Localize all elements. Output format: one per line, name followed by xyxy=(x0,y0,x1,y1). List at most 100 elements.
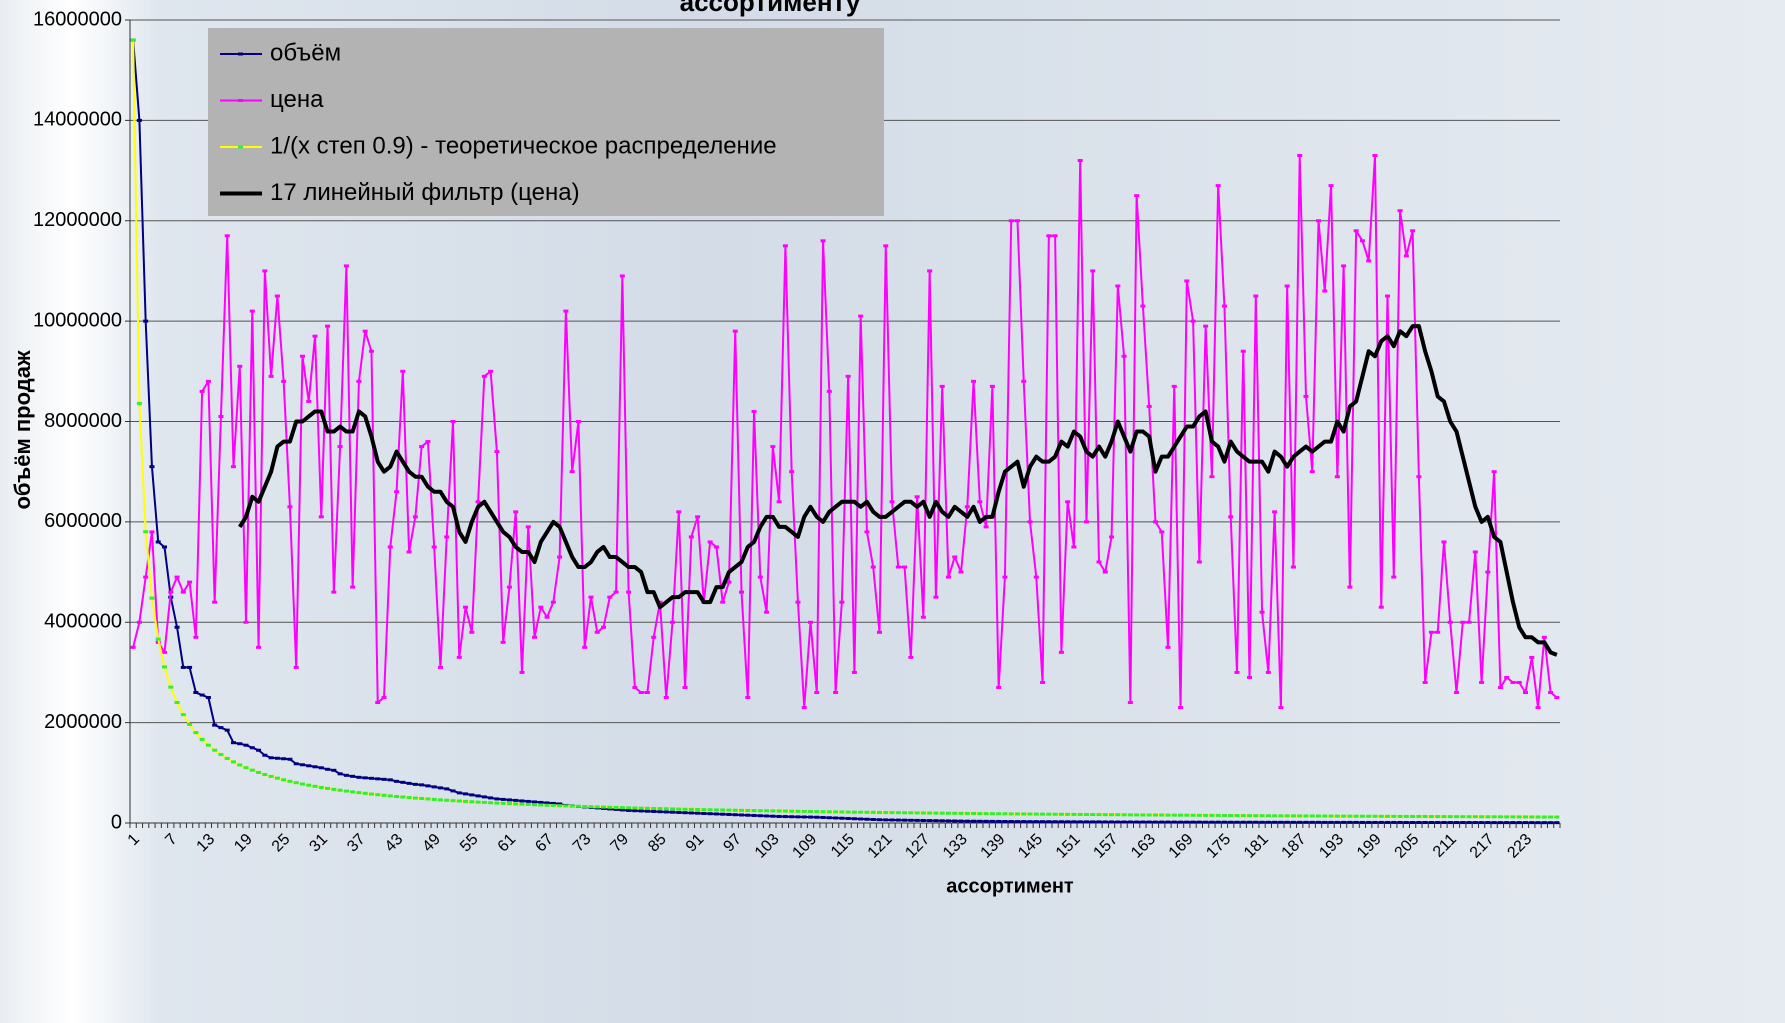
series-marker xyxy=(1033,575,1039,579)
y-tick-label: 10000000 xyxy=(33,309,122,331)
series-marker xyxy=(1203,324,1209,328)
series-marker xyxy=(739,590,745,594)
series-marker xyxy=(1159,813,1165,817)
series-marker xyxy=(1240,820,1246,824)
series-marker xyxy=(670,620,676,624)
series-marker xyxy=(1002,819,1008,823)
series-marker xyxy=(569,804,575,808)
x-tick-label: 205 xyxy=(1392,831,1423,862)
series-marker xyxy=(1152,813,1158,817)
series-marker xyxy=(532,803,538,807)
series-marker xyxy=(1422,815,1428,819)
series-marker xyxy=(1541,635,1547,639)
series-marker xyxy=(1284,820,1290,824)
series-marker xyxy=(375,793,381,797)
series-marker xyxy=(1454,821,1460,825)
series-marker xyxy=(1353,814,1359,818)
series-marker xyxy=(958,811,964,815)
series-marker xyxy=(488,801,494,805)
series-marker xyxy=(971,819,977,823)
series-marker xyxy=(444,798,450,802)
legend-label: объём xyxy=(270,39,341,66)
series-marker xyxy=(425,797,431,801)
series-marker xyxy=(1441,815,1447,819)
series-marker xyxy=(412,782,418,786)
series-marker xyxy=(350,790,356,794)
series-marker xyxy=(1372,820,1378,824)
series-marker xyxy=(1102,570,1108,574)
series-marker xyxy=(1278,706,1284,710)
series-marker xyxy=(1134,820,1140,824)
series-marker xyxy=(870,565,876,569)
series-marker xyxy=(1190,820,1196,824)
series-marker xyxy=(506,798,512,802)
series-marker xyxy=(1523,815,1529,819)
series-marker xyxy=(1410,814,1416,818)
series-marker xyxy=(174,575,180,579)
series-marker xyxy=(607,595,613,599)
series-marker xyxy=(889,500,895,504)
series-marker xyxy=(757,809,763,813)
series-marker xyxy=(789,815,795,819)
series-marker xyxy=(149,596,155,600)
series-marker xyxy=(1466,815,1472,819)
series-marker xyxy=(851,817,857,821)
series-marker xyxy=(1385,820,1391,824)
series-marker xyxy=(500,801,506,805)
series-marker xyxy=(149,465,155,469)
series-marker xyxy=(1178,820,1184,824)
x-tick-label: 157 xyxy=(1090,831,1121,862)
series-marker xyxy=(343,789,349,793)
series-marker xyxy=(205,743,211,747)
series-marker xyxy=(136,118,142,122)
series-marker xyxy=(952,811,958,815)
x-tick-label: 151 xyxy=(1053,831,1084,862)
series-marker xyxy=(801,809,807,813)
series-marker xyxy=(1491,470,1497,474)
series-marker xyxy=(1422,820,1428,824)
series-marker xyxy=(412,515,418,519)
series-marker xyxy=(1096,813,1102,817)
series-marker xyxy=(964,505,970,509)
series-marker xyxy=(1510,821,1516,825)
series-marker xyxy=(557,802,563,806)
series-marker xyxy=(544,801,550,805)
series-marker xyxy=(506,585,512,589)
series-marker xyxy=(1510,680,1516,684)
series-marker xyxy=(720,600,726,604)
series-marker xyxy=(481,800,487,804)
series-marker xyxy=(1479,815,1485,819)
series-marker xyxy=(368,776,374,780)
series-marker xyxy=(682,685,688,689)
series-marker xyxy=(575,420,581,423)
series-marker xyxy=(268,756,274,760)
series-marker xyxy=(839,600,845,604)
series-marker xyxy=(1096,560,1102,564)
series-marker xyxy=(895,565,901,569)
series-marker xyxy=(1479,821,1485,825)
series-marker xyxy=(883,811,889,815)
series-marker xyxy=(293,665,299,669)
series-marker xyxy=(494,797,500,801)
series-marker xyxy=(1397,820,1403,824)
series-marker xyxy=(1152,820,1158,824)
series-marker xyxy=(469,793,475,797)
series-marker xyxy=(381,777,387,781)
series-marker xyxy=(274,756,280,760)
x-tick-label: 25 xyxy=(269,831,294,856)
series-marker xyxy=(713,808,719,812)
series-marker xyxy=(299,782,305,786)
series-marker xyxy=(1178,706,1184,710)
series-marker xyxy=(538,803,544,807)
series-marker xyxy=(1196,820,1202,824)
series-marker xyxy=(1554,696,1560,700)
series-marker xyxy=(1102,813,1108,817)
series-marker xyxy=(776,500,782,504)
series-marker xyxy=(732,808,738,812)
series-marker xyxy=(657,810,663,814)
series-marker xyxy=(1554,821,1560,825)
series-marker xyxy=(1083,812,1089,816)
series-marker xyxy=(613,805,619,809)
series-marker xyxy=(902,818,908,822)
